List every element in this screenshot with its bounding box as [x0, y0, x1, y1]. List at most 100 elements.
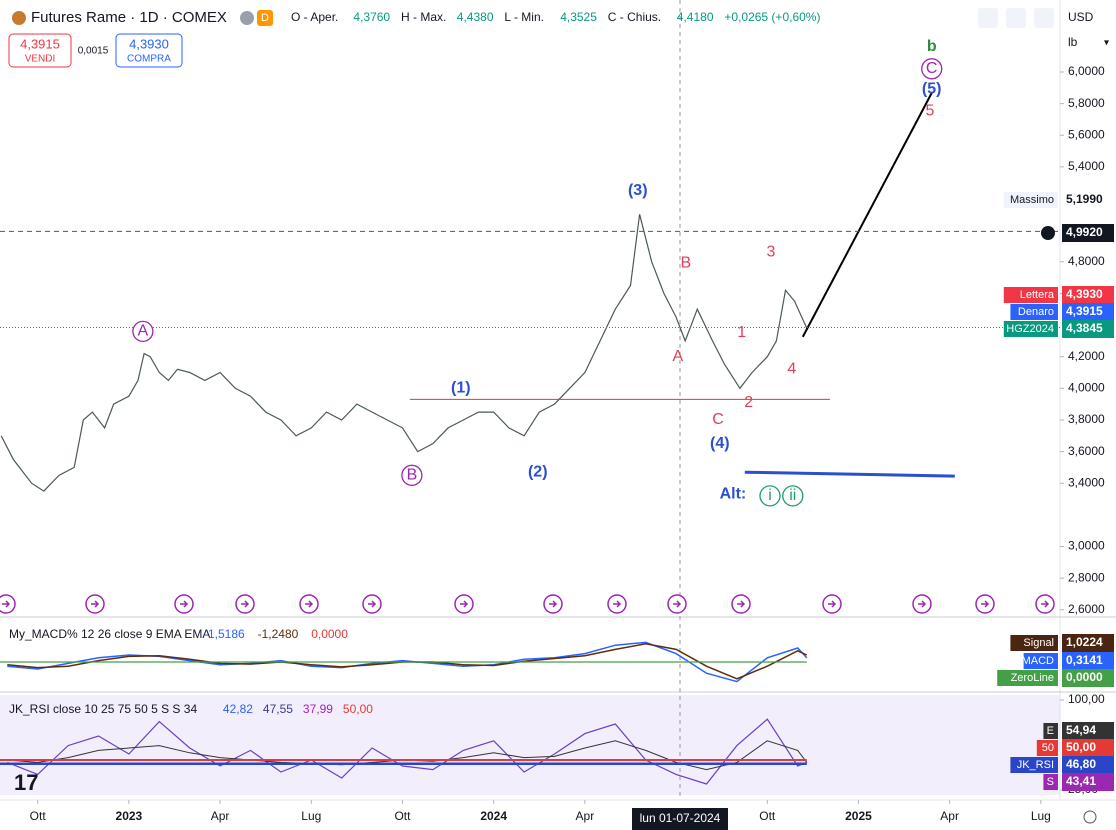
ohlc-key: L - Min. [504, 10, 544, 24]
marker-value-bg [1062, 634, 1114, 652]
annotation: b [927, 38, 937, 55]
y-tick-label: 2,6000 [1068, 602, 1105, 616]
layer: 6,00005,80005,60005,40004,80004,60004,20… [0, 38, 1114, 823]
unit[interactable]: lb [1068, 35, 1078, 49]
event-arrow [828, 600, 837, 608]
annotation: (5) [922, 81, 942, 98]
event-arrow [1041, 600, 1050, 608]
sell-button[interactable]: 4,3915 VENDI [8, 33, 72, 68]
ohlc-value: 4,4380 [457, 10, 494, 24]
annotation: (1) [451, 380, 471, 397]
marker-value-bg [1062, 722, 1114, 740]
annotation: (2) [528, 463, 548, 480]
event-arrow [981, 600, 990, 608]
y-tick-label: 3,8000 [1068, 412, 1105, 426]
event-arrow [2, 600, 11, 608]
marker-value: 4,3915 [1066, 304, 1103, 318]
x-tick-label: Ott [30, 809, 47, 823]
marker-name: JK_RSI [1017, 759, 1054, 771]
ohlc-value: 4,4180 [677, 10, 714, 24]
annotation: 1 [737, 324, 746, 341]
x-tick-label: 2025 [845, 809, 872, 823]
buy-button[interactable]: 4,3930 COMPRA [115, 33, 183, 68]
marker-name-bg [1010, 757, 1058, 773]
sell-label: VENDI [25, 54, 56, 65]
marker-value-bg [1062, 286, 1114, 304]
annotation: (4) [710, 435, 730, 452]
x-tick-label: 2023 [116, 809, 143, 823]
marker-name: ZeroLine [1011, 672, 1054, 684]
y-tick-label: 100,00 [1068, 692, 1105, 706]
series-line [744, 470, 955, 478]
y-tick-label: 2,8000 [1068, 570, 1105, 584]
x-tick-label: Ott [759, 809, 776, 823]
toolbar[interactable] [978, 8, 1054, 28]
buy-frame [115, 33, 183, 68]
marker-value: 50,00 [1066, 740, 1096, 754]
annotation: B [680, 255, 691, 272]
marker-name-bg [997, 670, 1058, 686]
annotation: 4 [787, 361, 796, 378]
tool-button[interactable] [978, 8, 998, 28]
y-tick-label: 3,4000 [1068, 475, 1105, 489]
tool-button[interactable] [1006, 8, 1026, 28]
annotation: (3) [628, 182, 648, 199]
marker-name-bg [1003, 192, 1058, 208]
ohlc-key: C - Chius. [608, 10, 661, 24]
currency[interactable]: USD [1068, 10, 1094, 24]
marker-value-bg [1062, 739, 1114, 757]
marker-name-bg [1003, 321, 1058, 337]
tool-button[interactable] [1034, 8, 1054, 28]
y-tick-label: 5,4000 [1068, 159, 1105, 173]
marker-name: E [1047, 725, 1054, 737]
annotation: C [712, 411, 724, 428]
settings-icon[interactable] [1083, 810, 1097, 824]
y-tick-label: 5,6000 [1068, 127, 1105, 141]
marker-value: 4,3930 [1066, 287, 1103, 301]
ohlc-key: H - Max. [401, 10, 446, 24]
legend-value: -1,5186 [204, 627, 245, 641]
badge-bg [257, 10, 273, 26]
marker-name: S [1047, 776, 1054, 788]
event-arrow [180, 600, 189, 608]
marker-name: Signal [1023, 637, 1054, 649]
annotation: 2 [744, 394, 753, 411]
annotation: A [673, 348, 684, 365]
legend-value: 0,0000 [311, 627, 348, 641]
event-arrow [91, 600, 100, 608]
marker-value: 0,0000 [1066, 670, 1103, 684]
marker-value: 46,80 [1066, 757, 1096, 771]
annotation: Alt: [720, 486, 747, 503]
annotation: C [926, 60, 938, 77]
marker-value-bg [1062, 303, 1114, 321]
series-line [0, 214, 808, 492]
y-tick-label: 4,8000 [1068, 254, 1105, 268]
marker-value: 4,9920 [1066, 225, 1103, 239]
badge: D [261, 12, 269, 24]
marker-value-bg [1062, 652, 1114, 670]
marker-value-bg [1062, 756, 1114, 774]
ohlc-value: 4,3525 [560, 10, 597, 24]
marker-value: 54,94 [1066, 723, 1096, 737]
crosshair-date: lun 01-07-2024 [640, 811, 721, 825]
crosshair-date-bg [632, 808, 728, 830]
marker-name-bg [1003, 287, 1058, 303]
sell-price: 4,3915 [20, 36, 60, 51]
marker-name-bg [1010, 304, 1058, 320]
marker-name-bg [1023, 653, 1058, 669]
marker-icon [1041, 226, 1055, 240]
x-tick-label: Ott [394, 809, 411, 823]
unit-caret: ▾ [1104, 38, 1109, 49]
sell-frame [8, 33, 72, 68]
annotation-ring [921, 58, 943, 80]
x-tick-label: 2024 [480, 809, 507, 823]
y-tick-label: 5,8000 [1068, 96, 1105, 110]
event-arrow [613, 600, 622, 608]
event-arrow [549, 600, 558, 608]
event-arrow [368, 600, 377, 608]
annotation: B [407, 467, 418, 484]
series-line [801, 92, 933, 338]
ohlc: O - Aper. 4,3760 H - Max. 4,4380 L - Min. 4,3… [291, 10, 820, 24]
x-tick-label: Lug [301, 809, 321, 823]
annotation: ii [789, 487, 796, 504]
